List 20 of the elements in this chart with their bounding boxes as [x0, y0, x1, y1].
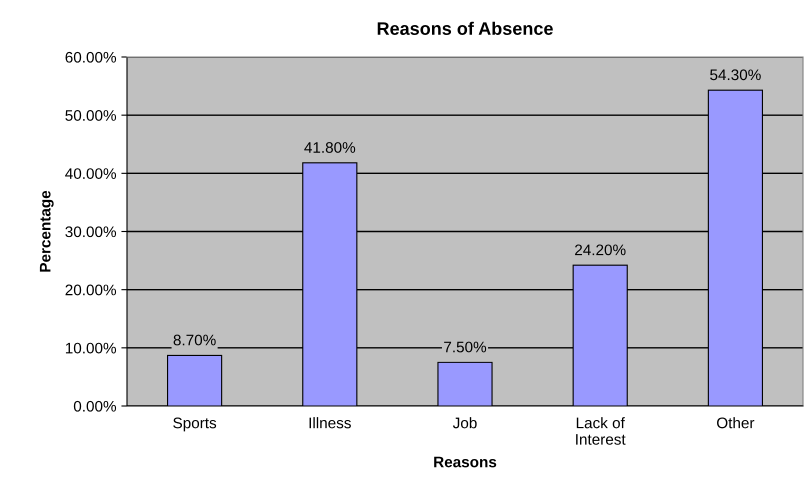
- y-tick-label: 50.00%: [65, 110, 116, 121]
- x-tick-label: Illness: [310, 417, 351, 428]
- y-tick-label: 60.00%: [66, 52, 116, 63]
- data-label: 8.70%: [174, 334, 216, 346]
- data-label: 54.30%: [710, 69, 761, 80]
- data-label: 41.80%: [304, 142, 356, 153]
- x-tick-label: Job: [452, 417, 477, 428]
- y-tick-label: 30.00%: [65, 226, 116, 238]
- y-tick-label: 0.00%: [74, 400, 116, 412]
- y-tick-label: 10.00%: [66, 342, 116, 354]
- chart-title: Reasons of Absence: [378, 22, 553, 35]
- x-axis-title: Reasons: [434, 456, 496, 468]
- y-axis-title: Percentage: [40, 190, 54, 272]
- x-tick-label: Other: [717, 417, 754, 428]
- x-tick-label: Lack of Interest: [576, 417, 626, 445]
- x-tick-label: Sports: [173, 418, 216, 432]
- data-label: 24.20%: [575, 244, 626, 256]
- y-tick-label: 20.00%: [66, 284, 116, 296]
- data-label: 7.50%: [444, 342, 486, 352]
- y-tick-label: 40.00%: [65, 168, 116, 180]
